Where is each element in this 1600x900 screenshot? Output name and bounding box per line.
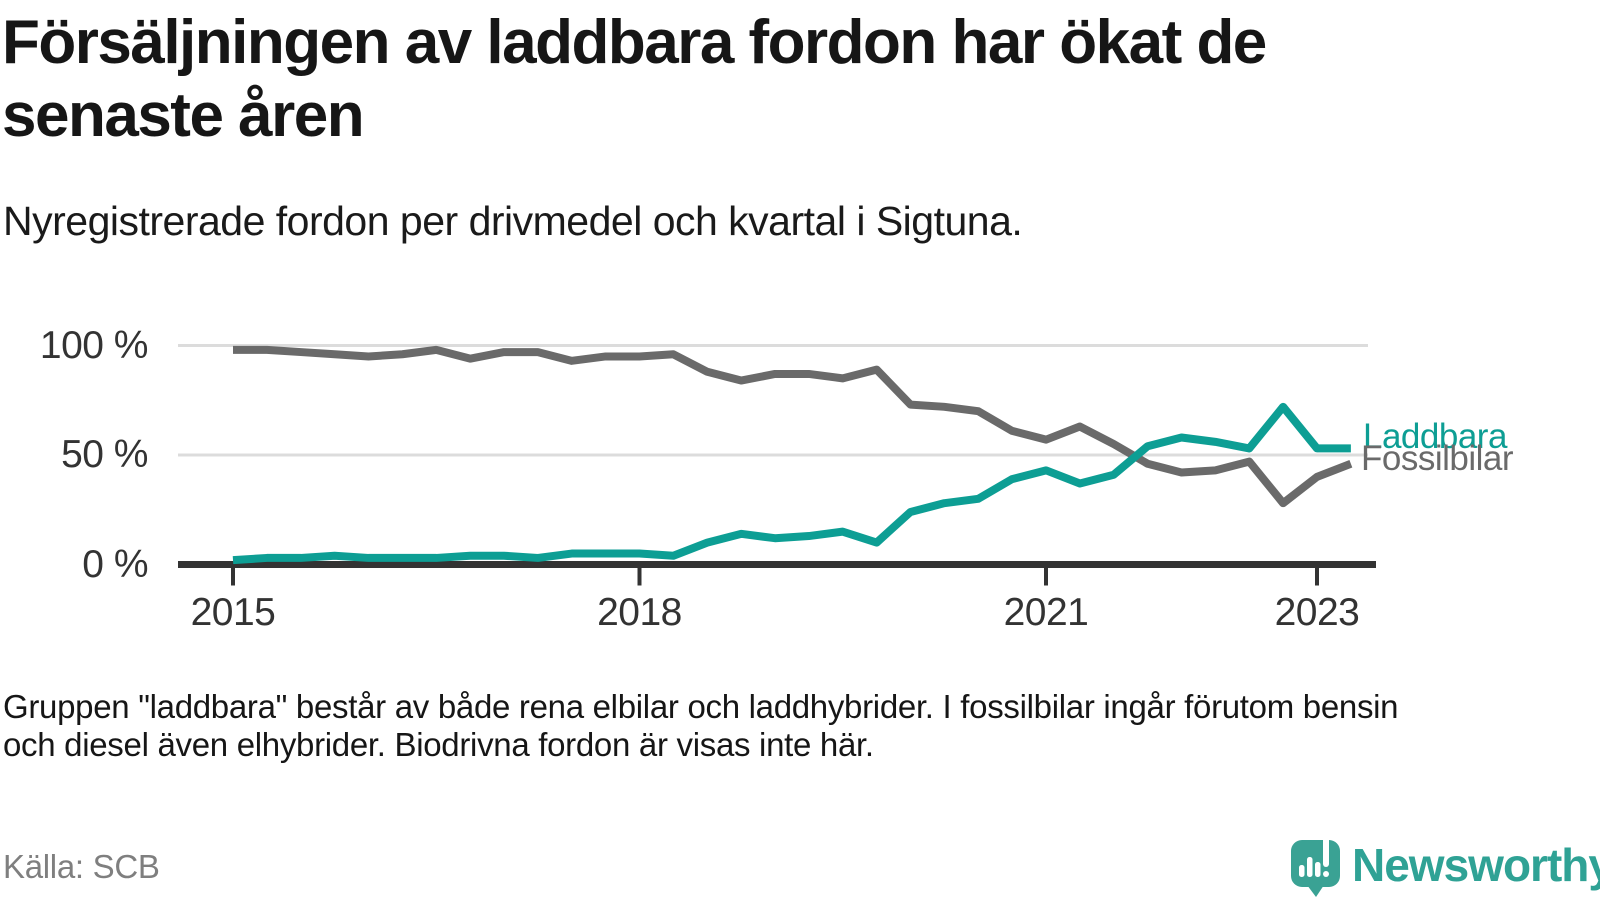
logo-exclamation-dot	[1323, 871, 1329, 877]
x-axis-label-2023: 2023	[1274, 591, 1360, 634]
y-axis-label-100: 100 %	[39, 323, 149, 367]
footnote-line-2: och diesel även elhybrider. Biodrivna fo…	[3, 726, 874, 763]
logo-bubble-tail	[1307, 885, 1324, 897]
page-title-line-1: Försäljningen av laddbara fordon har öka…	[2, 8, 1267, 77]
series-label-laddbara: Laddbara	[1363, 417, 1507, 456]
page-title-line-2: senaste åren	[2, 81, 365, 150]
chart-subtitle: Nyregistrerade fordon per drivmedel och …	[3, 198, 1023, 244]
y-axis-label-0: 0 %	[82, 542, 148, 586]
newsworthy-logo-text: Newsworthy	[1352, 839, 1600, 891]
chart-footnote: Gruppen "laddbara" består av både rena e…	[3, 688, 1399, 764]
footnote-line-1: Gruppen "laddbara" består av både rena e…	[3, 688, 1399, 725]
newsworthy-logo: Newsworthy	[1288, 833, 1600, 899]
x-axis-label-2021: 2021	[1003, 591, 1089, 634]
y-axis-label-50: 50 %	[61, 433, 148, 476]
series-line-fossilbilar	[233, 345, 1353, 508]
logo-bar-1	[1299, 865, 1305, 877]
logo-bar-2	[1307, 857, 1313, 877]
logo-exclamation-bar	[1323, 835, 1329, 867]
page-title: Försäljningen av laddbara fordon har öka…	[2, 6, 1267, 152]
x-axis-label-2018: 2018	[597, 591, 682, 634]
source-note: Källa: SCB	[3, 848, 160, 885]
newsworthy-logo-icon	[1291, 835, 1340, 897]
series-line-laddbara	[232, 402, 1351, 565]
x-axis-label-2015: 2015	[190, 591, 276, 634]
logo-bar-3	[1315, 862, 1321, 877]
series-label-fossilbilar: Fossilbilar	[1361, 439, 1514, 478]
